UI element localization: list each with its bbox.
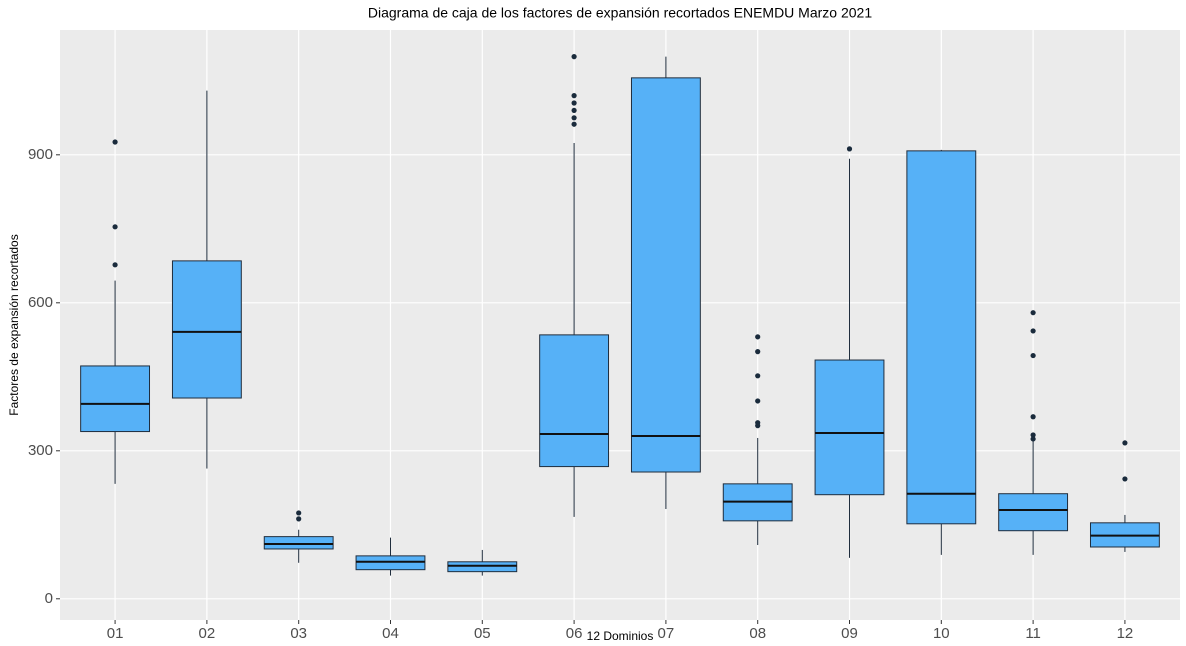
y-tick-label: 900 (28, 146, 53, 163)
outlier (571, 54, 577, 60)
outlier (571, 93, 577, 99)
box (171, 260, 242, 399)
x-tick-label: 08 (749, 625, 766, 642)
x-tick-label: 09 (841, 625, 858, 642)
box (906, 150, 977, 525)
outlier (755, 334, 761, 340)
outlier (112, 262, 118, 268)
x-tick-label: 05 (474, 625, 491, 642)
outlier (755, 398, 761, 404)
x-tick-label: 03 (290, 625, 307, 642)
outlier (1030, 310, 1036, 316)
y-tick-label: 300 (28, 442, 53, 459)
box (814, 359, 885, 496)
x-axis-title: 12 Dominios (587, 629, 654, 643)
outlier (1122, 476, 1128, 482)
outlier (1122, 440, 1128, 446)
x-tick-label: 07 (658, 625, 675, 642)
box (630, 77, 701, 473)
outlier (1030, 352, 1036, 359)
y-tick-label: 0 (45, 590, 53, 607)
box (263, 536, 334, 550)
outlier (571, 107, 577, 114)
outlier (112, 224, 118, 230)
outlier (1030, 414, 1036, 420)
plot-panel (60, 30, 1180, 620)
outlier (1030, 436, 1036, 442)
x-tick-label: 02 (199, 625, 216, 642)
outlier (846, 146, 853, 152)
chart-title: Diagrama de caja de los factores de expa… (368, 5, 872, 21)
outlier (112, 139, 118, 145)
outlier (755, 423, 761, 429)
x-tick-label: 06 (566, 625, 583, 642)
x-tick-label: 11 (1025, 625, 1041, 642)
outlier (296, 516, 302, 522)
x-tick-label: 12 (1117, 625, 1134, 642)
outlier (571, 100, 577, 106)
box (80, 365, 151, 433)
box (539, 334, 610, 468)
box (998, 493, 1069, 532)
outlier (755, 349, 761, 355)
outlier (571, 121, 577, 127)
outlier (1030, 432, 1036, 438)
y-axis-title: Factores de expansión recortados (7, 234, 21, 415)
outlier (571, 115, 577, 121)
y-tick-label: 600 (28, 294, 53, 311)
outlier (755, 373, 761, 379)
x-tick-label: 10 (933, 625, 950, 642)
outlier (296, 510, 302, 516)
x-tick-label: 04 (382, 625, 399, 642)
x-tick-label: 01 (107, 625, 124, 642)
outlier (1030, 328, 1036, 334)
